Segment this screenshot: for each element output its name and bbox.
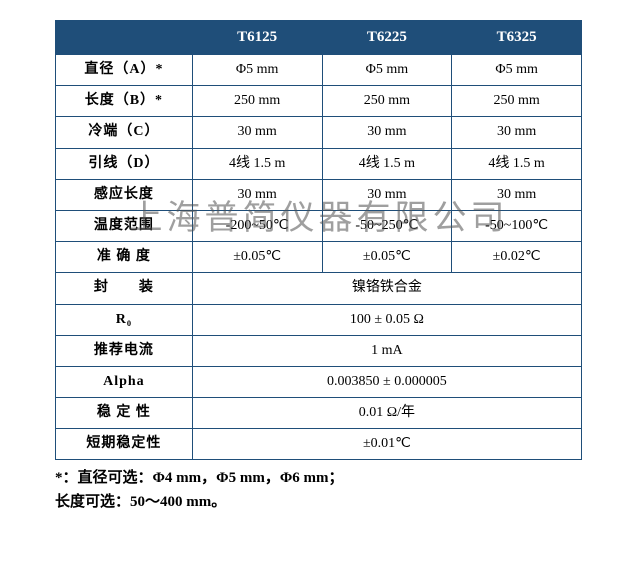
table-row: 短期稳定性 ±0.01℃: [56, 429, 582, 460]
cell: 30 mm: [192, 117, 322, 148]
cell: Φ5 mm: [192, 55, 322, 86]
cell: 250 mm: [452, 86, 582, 117]
cell: 250 mm: [322, 86, 452, 117]
cell: ±0.05℃: [322, 242, 452, 273]
table-row: 稳 定 性 0.01 Ω/年: [56, 398, 582, 429]
table-row: 封 装 镍铬铁合金: [56, 273, 582, 304]
row-label: Alpha: [56, 366, 193, 397]
cell: 250 mm: [192, 86, 322, 117]
header-t6325: T6325: [452, 21, 582, 55]
cell: Φ5 mm: [322, 55, 452, 86]
table-row: R₀ 100 ± 0.05 Ω: [56, 304, 582, 335]
cell: 30 mm: [452, 117, 582, 148]
header-t6225: T6225: [322, 21, 452, 55]
table-row: 推荐电流 1 mA: [56, 335, 582, 366]
row-label: 温度范围: [56, 210, 193, 241]
footnote-line-2: 长度可选：50～400 mm。: [55, 490, 582, 514]
row-label: 长度（B）*: [56, 86, 193, 117]
footnote-line-1: *：直径可选：Φ4 mm，Φ5 mm，Φ6 mm；: [55, 466, 582, 490]
table-row: 引线（D） 4线 1.5 m 4线 1.5 m 4线 1.5 m: [56, 148, 582, 179]
cell-merged: 1 mA: [192, 335, 581, 366]
row-label: 感应长度: [56, 179, 193, 210]
table-row: 准 确 度 ±0.05℃ ±0.05℃ ±0.02℃: [56, 242, 582, 273]
cell: 4线 1.5 m: [192, 148, 322, 179]
cell: 4线 1.5 m: [452, 148, 582, 179]
row-label: 封 装: [56, 273, 193, 304]
row-label: 短期稳定性: [56, 429, 193, 460]
cell: Φ5 mm: [452, 55, 582, 86]
header-blank: [56, 21, 193, 55]
row-label: 推荐电流: [56, 335, 193, 366]
cell-merged: 100 ± 0.05 Ω: [192, 304, 581, 335]
cell: 30 mm: [322, 179, 452, 210]
cell: -50~100℃: [452, 210, 582, 241]
cell: -200~50℃: [192, 210, 322, 241]
cell-merged: 镍铬铁合金: [192, 273, 581, 304]
row-label: 直径（A）*: [56, 55, 193, 86]
row-label: 准 确 度: [56, 242, 193, 273]
row-label: 引线（D）: [56, 148, 193, 179]
cell: ±0.05℃: [192, 242, 322, 273]
row-label: 稳 定 性: [56, 398, 193, 429]
row-label: R₀: [56, 304, 193, 335]
cell-merged: ±0.01℃: [192, 429, 581, 460]
table-row: 直径（A）* Φ5 mm Φ5 mm Φ5 mm: [56, 55, 582, 86]
table-row: 感应长度 30 mm 30 mm 30 mm: [56, 179, 582, 210]
spec-table: T6125 T6225 T6325 直径（A）* Φ5 mm Φ5 mm Φ5 …: [55, 20, 582, 460]
cell-merged: 0.003850 ± 0.000005: [192, 366, 581, 397]
table-row: 冷端（C） 30 mm 30 mm 30 mm: [56, 117, 582, 148]
cell-merged: 0.01 Ω/年: [192, 398, 581, 429]
row-label: 冷端（C）: [56, 117, 193, 148]
footnote: *：直径可选：Φ4 mm，Φ5 mm，Φ6 mm； 长度可选：50～400 mm…: [55, 466, 582, 514]
cell: ±0.02℃: [452, 242, 582, 273]
cell: 4线 1.5 m: [322, 148, 452, 179]
table-row: 温度范围 -200~50℃ -50~250℃ -50~100℃: [56, 210, 582, 241]
cell: -50~250℃: [322, 210, 452, 241]
table-row: 长度（B）* 250 mm 250 mm 250 mm: [56, 86, 582, 117]
cell: 30 mm: [452, 179, 582, 210]
table-row: Alpha 0.003850 ± 0.000005: [56, 366, 582, 397]
header-t6125: T6125: [192, 21, 322, 55]
header-row: T6125 T6225 T6325: [56, 21, 582, 55]
cell: 30 mm: [192, 179, 322, 210]
cell: 30 mm: [322, 117, 452, 148]
